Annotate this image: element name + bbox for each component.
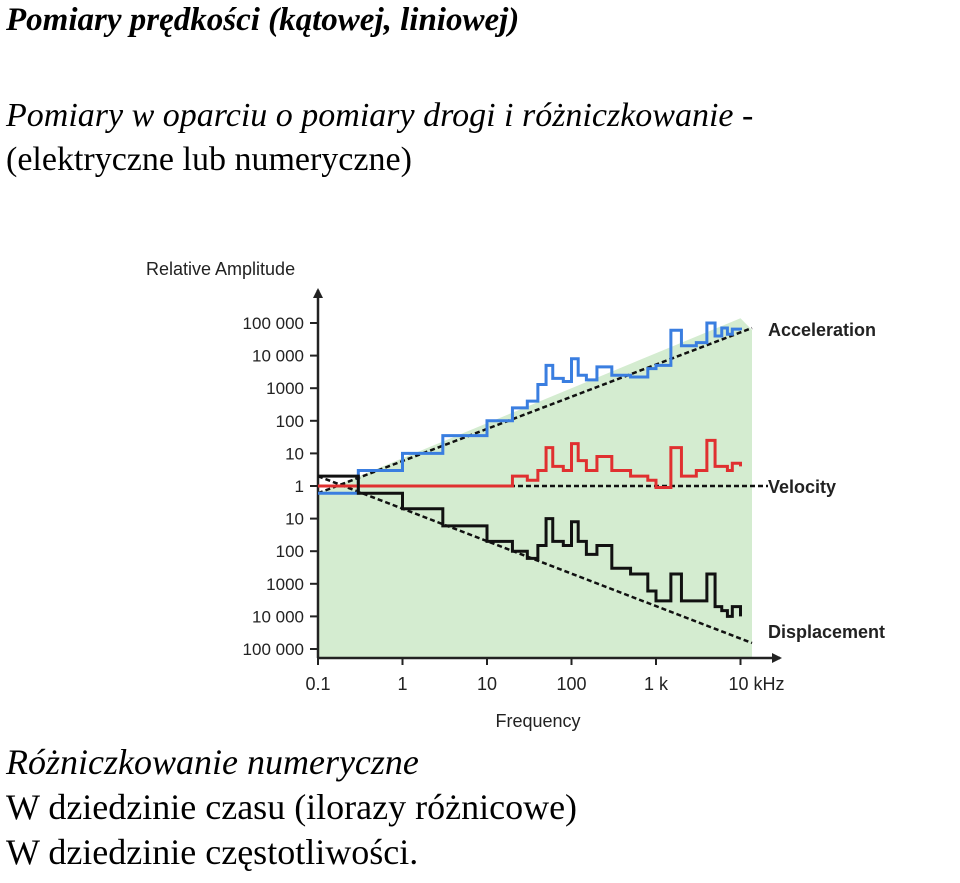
- y-tick-label: 100: [276, 542, 304, 561]
- x-tick-label: 1: [397, 674, 407, 694]
- y-tick-label: 100 000: [243, 314, 304, 333]
- y-axis-arrow: [313, 288, 323, 298]
- y-tick-label: 100: [276, 412, 304, 431]
- chart-axes: [310, 288, 782, 665]
- acceleration-series-line: [318, 321, 742, 495]
- y-tick-label: 1000: [266, 379, 304, 398]
- x-tick-label: 10: [477, 674, 497, 694]
- y-tick-label: 10 000: [252, 607, 304, 626]
- amplitude-frequency-chart: 100 000 10 000 1000 100 10 1 10 100 1000 10 000 10…: [120, 248, 960, 738]
- y-axis-title: Relative Amplitude: [146, 259, 295, 279]
- displacement-series-line: [318, 474, 742, 618]
- chart-series: [318, 321, 742, 618]
- y-tick-label: 10: [285, 444, 304, 463]
- subtitle-line-2: (elektryczne lub numeryczne): [6, 141, 412, 178]
- y-tick-label: 10 000: [252, 347, 304, 366]
- chart-fill-area: [318, 318, 752, 658]
- slide-title: Pomiary prędkości (kątowej, liniowej): [6, 2, 520, 38]
- displacement-label: Displacement: [768, 622, 885, 642]
- acceleration-trend-line: [317, 326, 753, 495]
- bottom-line-2: W dziedzinie czasu (ilorazy różnicowe): [6, 787, 578, 827]
- subtitle-line-1: Pomiary w oparciu o pomiary drogi i różn…: [6, 97, 754, 134]
- x-tick-label: 0.1: [305, 674, 330, 694]
- velocity-series-line: [318, 438, 742, 489]
- x-axis-arrow: [772, 653, 782, 663]
- bottom-text: Różniczkowanie numeryczne W dziedzinie c…: [6, 740, 577, 875]
- y-tick-label: 10: [285, 510, 304, 529]
- y-tick-label: 1000: [266, 575, 304, 594]
- y-tick-label: 1: [295, 477, 304, 496]
- velocity-label: Velocity: [768, 477, 836, 497]
- bottom-line-3: W dziedzinie częstotliwości.: [6, 832, 419, 872]
- x-tick-label: 100: [556, 674, 586, 694]
- bottom-line-1: Różniczkowanie numeryczne: [6, 742, 419, 782]
- acceleration-label: Acceleration: [768, 320, 876, 340]
- x-tick-label: 1 k: [644, 674, 669, 694]
- x-tick-label: 10 kHz: [729, 674, 785, 694]
- x-axis-title: Frequency: [495, 711, 580, 731]
- slide-subtitle: Pomiary w oparciu o pomiary drogi i różn…: [6, 94, 753, 182]
- chart-fill-region: [318, 318, 752, 658]
- y-tick-label: 100 000: [243, 640, 304, 659]
